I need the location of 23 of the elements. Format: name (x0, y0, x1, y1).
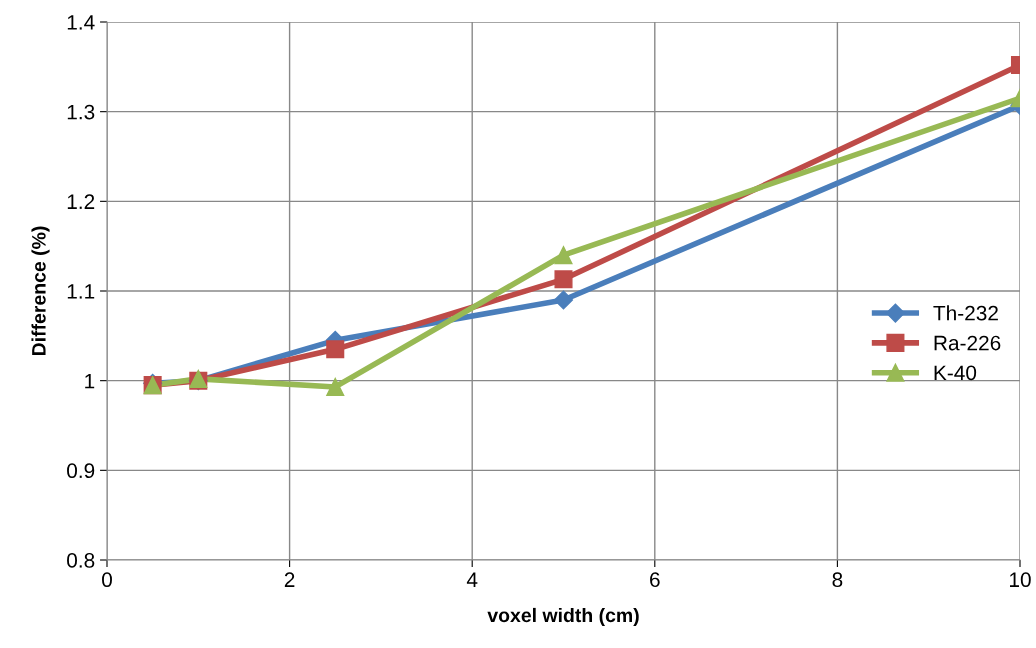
y-tick-label: 1.1 (67, 284, 95, 299)
y-tick-label: 1 (85, 373, 95, 389)
y-tick-label: 1.2 (67, 194, 95, 209)
legend-label: K-40 (934, 365, 977, 381)
y-tick-label: 1.4 (67, 15, 95, 30)
x-tick-label: 0 (102, 572, 112, 588)
point (553, 290, 574, 310)
point (554, 246, 573, 265)
point (326, 340, 345, 359)
x-tick-label: 2 (284, 572, 295, 587)
y-axis-title: Difference (%) (31, 226, 50, 356)
point (554, 270, 573, 289)
point (326, 377, 345, 396)
legend-label: Th-232 (933, 305, 998, 321)
y-tick-label: 0.9 (67, 463, 95, 479)
x-tick-label: 8 (832, 572, 843, 588)
x-tick-label: 10 (1010, 572, 1031, 588)
x-tick-label: 6 (650, 572, 660, 588)
x-tick-label: 4 (466, 572, 478, 587)
legend-label: Ra-226 (934, 335, 1001, 351)
y-tick-label: 0.8 (67, 553, 95, 568)
x-axis-title: voxel width (cm) (487, 607, 639, 627)
y-tick-label: 1.3 (67, 104, 95, 120)
